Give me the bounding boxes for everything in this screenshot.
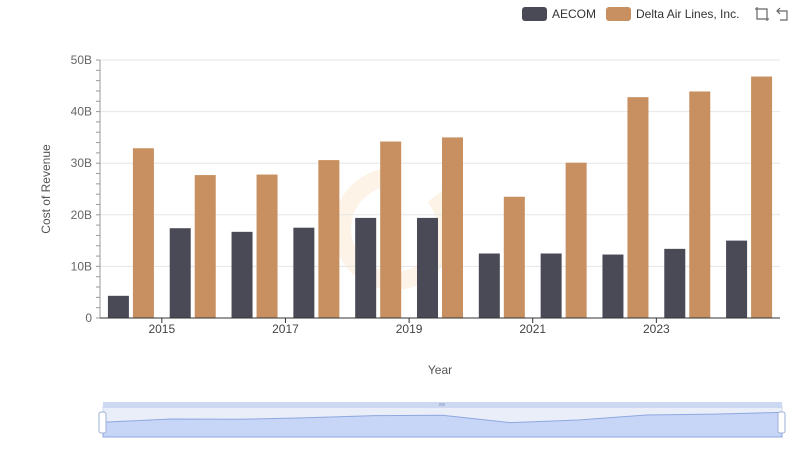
x-tick-label: 2015 (148, 322, 175, 336)
zoom-grip-icon[interactable] (439, 403, 445, 406)
zoom-handle-right[interactable] (777, 411, 786, 434)
bar-aecom-2024[interactable] (726, 240, 748, 318)
legend-swatch-delta (606, 7, 632, 21)
bar-delta-2021[interactable] (565, 162, 587, 318)
y-axis: 0 10B 20B 30B 40B 50B (71, 53, 101, 325)
bar-aecom-2015[interactable] (169, 228, 191, 318)
bar-aecom-2017[interactable] (293, 227, 315, 318)
bar-delta-2017[interactable] (318, 160, 340, 318)
y-tick-label: 30B (71, 156, 92, 170)
bar-aecom-2022[interactable] (602, 254, 624, 318)
x-tick-label: 2017 (272, 322, 299, 336)
data-zoom-slider[interactable] (98, 402, 786, 438)
bar-delta-2018[interactable] (380, 141, 402, 318)
bar-aecom-2023[interactable] (664, 248, 686, 318)
y-tick-label: 40B (71, 105, 92, 119)
x-tick-label: 2021 (519, 322, 546, 336)
legend-item-aecom[interactable]: AECOM (522, 7, 596, 21)
bar-aecom-2018[interactable] (355, 217, 377, 318)
legend-label-aecom: AECOM (552, 7, 597, 21)
zoom-handle-left[interactable] (98, 411, 107, 434)
bar-delta-2020[interactable] (503, 196, 525, 318)
y-axis-label: Cost of Revenue (39, 144, 53, 234)
bar-delta-2023[interactable] (689, 91, 711, 318)
legend-swatch-aecom (522, 7, 547, 21)
bar-delta-2016[interactable] (256, 174, 278, 318)
bar-aecom-2016[interactable] (231, 231, 253, 318)
legend: AECOM Delta Air Lines, Inc. (522, 5, 793, 23)
bar-delta-2019[interactable] (442, 137, 463, 318)
bar-aecom-2019[interactable] (417, 217, 438, 318)
y-tick-label: 0 (85, 311, 92, 325)
x-tick-label: 2023 (643, 322, 670, 336)
bar-aecom-2020[interactable] (478, 253, 500, 319)
bar-aecom-2021[interactable] (540, 253, 562, 319)
x-tick-label: 2019 (396, 322, 423, 336)
legend-label-delta: Delta Air Lines, Inc. (636, 7, 740, 21)
y-tick-label: 50B (71, 53, 92, 67)
zoom-reset-icon[interactable] (775, 5, 793, 23)
x-axis-label: Year (428, 363, 452, 377)
bars (107, 76, 773, 319)
legend-item-delta[interactable]: Delta Air Lines, Inc. (606, 7, 739, 21)
y-tick-label: 20B (71, 208, 92, 222)
y-tick-label: 10B (71, 259, 92, 273)
zoom-select-icon[interactable] (753, 5, 771, 23)
x-axis: 2015 2017 2019 2021 2023 (100, 317, 780, 336)
zoom-preview-area (102, 411, 783, 438)
bar-aecom-2014[interactable] (107, 295, 129, 318)
bar-delta-2015[interactable] (194, 175, 216, 318)
bar-delta-2022[interactable] (627, 97, 649, 318)
bar-delta-2014[interactable] (132, 148, 154, 318)
bar-delta-2024[interactable] (751, 76, 773, 319)
